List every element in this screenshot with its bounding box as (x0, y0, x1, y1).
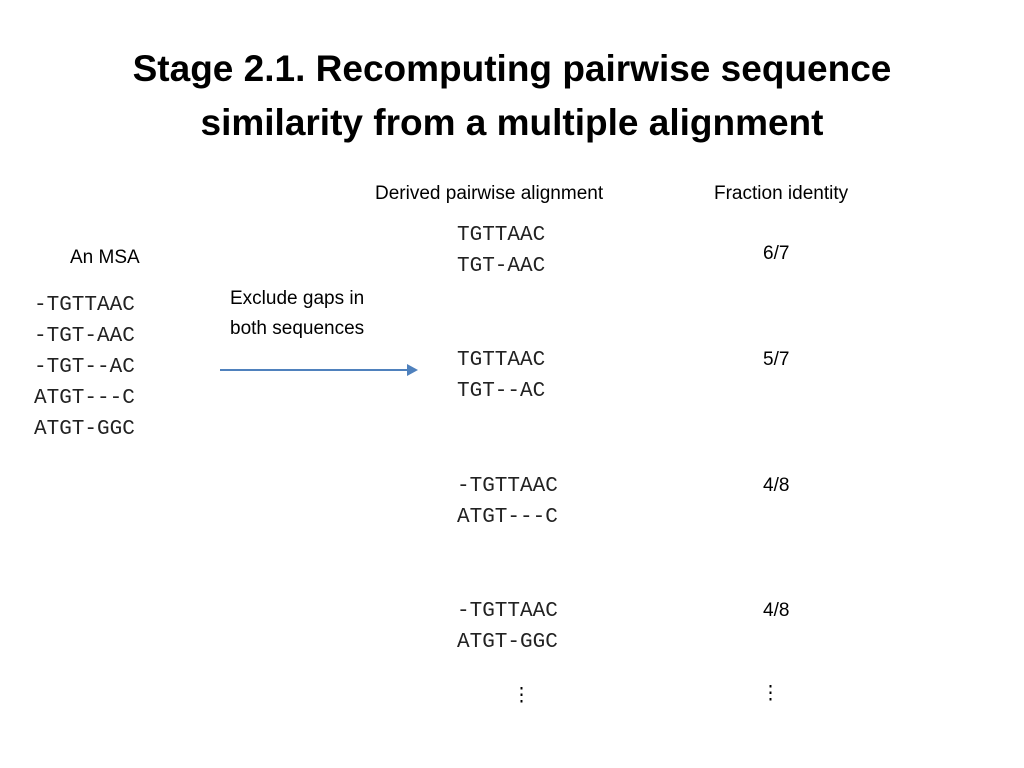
pair-row: -TGTTAAC (457, 475, 558, 498)
pair-row: TGT--AC (457, 380, 546, 403)
msa-label: An MSA (70, 247, 140, 268)
header: Derived pairwise alignment (375, 183, 604, 204)
msa-row: -TGTTAAC (34, 294, 135, 317)
identity: 4/8 (763, 475, 790, 496)
msa-row: -TGT-AAC (34, 325, 135, 348)
header: Fraction identity (714, 183, 849, 204)
msa-row: ATGT-GGC (34, 418, 135, 441)
title-line: similarity from a multiple alignment (200, 102, 824, 143)
arrow-label: Exclude gaps in (230, 288, 365, 309)
arrow-label: both sequences (230, 318, 365, 339)
pair-row: TGTTAAC (457, 224, 546, 247)
ellipsis: ⋮ (512, 685, 531, 706)
pair-row: ATGT-GGC (457, 631, 558, 654)
identity: 5/7 (763, 349, 790, 370)
msa-row: -TGT--AC (34, 356, 135, 379)
pair-row: TGT-AAC (457, 255, 546, 278)
pair-row: -TGTTAAC (457, 600, 558, 623)
identity: 6/7 (763, 243, 790, 264)
ellipsis: ⋮ (761, 683, 780, 704)
pair-row: ATGT---C (457, 506, 558, 529)
arrow (220, 364, 418, 376)
pair-row: TGTTAAC (457, 349, 546, 372)
title-line: Stage 2.1. Recomputing pairwise sequence (132, 48, 892, 89)
identity: 4/8 (763, 600, 790, 621)
msa-row: ATGT---C (34, 387, 135, 410)
